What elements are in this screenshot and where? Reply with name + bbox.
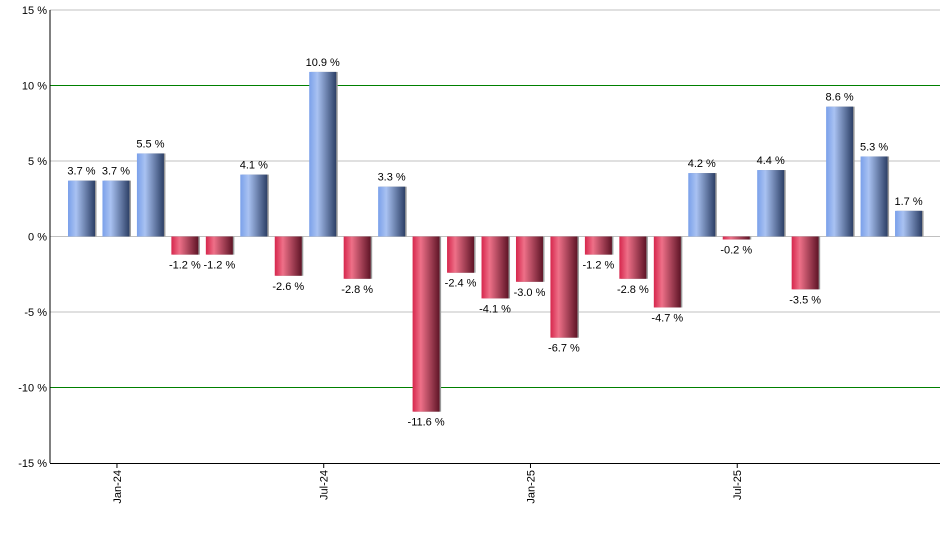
data-label: 1.7 % [894, 196, 922, 208]
bar [550, 236, 578, 338]
y-tick-label: 0 % [28, 232, 47, 244]
bar [68, 180, 95, 237]
data-label: 4.2 % [688, 158, 716, 170]
bar [791, 236, 819, 290]
x-tick-label: Jan-25 [525, 470, 537, 504]
data-label: 10.9 % [306, 57, 340, 69]
data-label: 3.3 % [378, 172, 406, 184]
bar [722, 236, 750, 240]
data-label: 8.6 % [826, 92, 854, 104]
data-label: 5.3 % [860, 141, 888, 153]
data-label: -3.0 % [514, 287, 546, 299]
bar [136, 153, 164, 237]
data-label: -1.2 % [169, 260, 201, 272]
x-tick-label: Jan-24 [112, 470, 124, 504]
bar [757, 170, 785, 237]
data-label: -2.8 % [341, 284, 373, 296]
data-label: -2.4 % [445, 278, 477, 290]
data-label: -4.7 % [651, 312, 683, 324]
bar [447, 236, 475, 273]
bar [515, 236, 543, 282]
x-tick-label: Jul-24 [319, 470, 331, 500]
data-label: 4.4 % [757, 155, 785, 167]
y-tick-label: 10 % [22, 81, 47, 93]
x-tick-label: Jul-25 [732, 470, 744, 500]
data-label: -11.6 % [408, 417, 445, 429]
bar [309, 71, 337, 237]
y-tick-label: -15 % [18, 458, 47, 470]
data-label: -1.2 % [203, 260, 235, 272]
bar [412, 236, 440, 412]
data-label: -1.2 % [583, 260, 615, 272]
bar [688, 173, 716, 237]
bar [274, 236, 302, 276]
bar [343, 236, 371, 279]
bar [619, 236, 647, 279]
bar [205, 236, 233, 255]
data-label: -0.2 % [720, 245, 752, 257]
bar [102, 180, 130, 237]
bar [481, 236, 509, 299]
data-label: -2.8 % [617, 284, 649, 296]
data-label: -2.6 % [272, 281, 304, 293]
y-tick-label: -10 % [18, 383, 47, 395]
data-label: -3.5 % [789, 294, 821, 306]
y-tick-label: -5 % [24, 307, 47, 319]
y-tick-label: 15 % [22, 5, 47, 17]
bar [860, 156, 888, 237]
data-label: 4.1 % [240, 160, 268, 172]
y-tick-label: 5 % [28, 156, 47, 168]
data-label: 3.7 % [67, 166, 95, 178]
data-label: -6.7 % [548, 343, 580, 355]
bar [653, 236, 681, 308]
data-label: 3.7 % [102, 166, 130, 178]
bar [378, 186, 406, 237]
bar [895, 210, 923, 237]
data-label: -4.1 % [479, 303, 511, 315]
bar [240, 174, 268, 237]
data-label: 5.5 % [136, 138, 164, 150]
bar [584, 236, 612, 255]
bar [826, 106, 854, 237]
bar [171, 236, 199, 255]
